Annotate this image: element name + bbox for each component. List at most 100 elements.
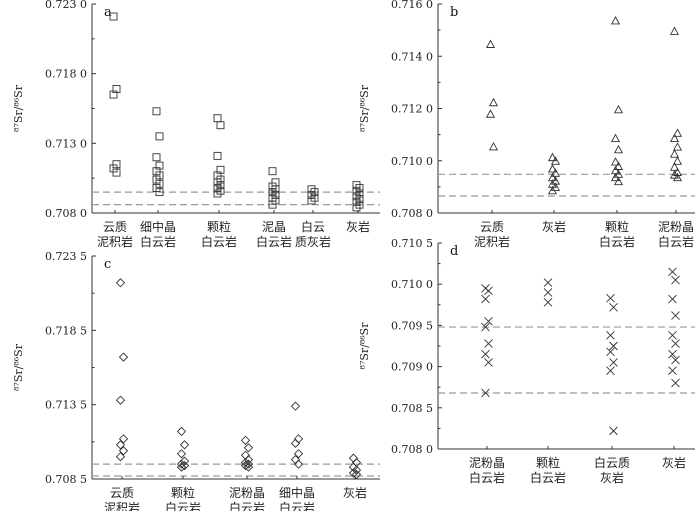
- data-point: [293, 434, 304, 444]
- data-point: [293, 449, 304, 459]
- data-point: [550, 182, 561, 191]
- category-label: 白云质: [594, 455, 630, 470]
- category-label: 颗粒: [536, 455, 560, 470]
- panel-letter: d: [450, 244, 458, 259]
- y-tick-label: 0.709 5: [391, 319, 433, 332]
- panel-letter: a: [104, 5, 112, 20]
- data-point: [213, 178, 222, 187]
- data-point: [606, 347, 615, 357]
- data-point: [109, 90, 118, 99]
- data-point: [355, 183, 364, 192]
- data-point: [152, 153, 161, 162]
- y-tick-label: 0.708 5: [391, 402, 433, 415]
- data-point: [672, 142, 683, 151]
- y-tick-label: 0.708 0: [45, 207, 87, 220]
- data-point: [155, 161, 164, 170]
- data-point: [669, 170, 680, 179]
- data-point: [671, 311, 680, 320]
- data-point: [293, 459, 304, 469]
- data-point: [488, 97, 499, 107]
- data-point: [216, 181, 225, 190]
- data-point: [669, 133, 680, 142]
- data-point: [213, 114, 222, 123]
- data-point: [668, 330, 677, 340]
- y-tick-label: 0.713 0: [45, 137, 87, 150]
- data-point: [606, 330, 615, 340]
- data-point: [268, 200, 277, 209]
- category-label: 白云: [301, 219, 325, 234]
- data-point: [609, 358, 618, 367]
- category-label: 云质: [110, 486, 134, 500]
- y-tick-label: 0.716 0: [391, 0, 433, 11]
- data-point: [243, 443, 254, 453]
- data-point: [547, 164, 558, 173]
- data-point: [352, 197, 361, 206]
- data-point: [115, 440, 126, 450]
- data-point: [610, 172, 621, 182]
- data-point: [671, 275, 680, 285]
- data-point: [355, 200, 364, 209]
- category-label: 灰岩: [600, 470, 624, 485]
- category-label: 泥积岩: [474, 234, 510, 249]
- data-point: [671, 378, 680, 388]
- data-point: [115, 278, 126, 288]
- category-label: 白云岩: [165, 500, 201, 511]
- y-tick-label: 0.710 0: [391, 155, 433, 168]
- data-point: [613, 176, 624, 186]
- data-point: [290, 438, 301, 448]
- data-point: [543, 298, 553, 307]
- category-label: 云质: [480, 220, 504, 234]
- category-label: 泥粉晶: [469, 456, 505, 470]
- data-point: [271, 178, 280, 187]
- data-point: [352, 186, 361, 195]
- data-point: [115, 395, 126, 405]
- data-point: [243, 459, 254, 469]
- data-point: [609, 341, 618, 351]
- data-point: [216, 175, 225, 184]
- data-point: [481, 294, 490, 304]
- data-point: [550, 156, 561, 165]
- data-point: [176, 459, 187, 469]
- y-tick-label: 0.723 5: [45, 250, 87, 263]
- data-point: [213, 183, 222, 192]
- category-label: 白云岩: [256, 234, 292, 249]
- category-label: 白云岩: [279, 500, 315, 511]
- data-point: [176, 426, 187, 437]
- data-point: [310, 193, 319, 202]
- category-label: 灰岩: [662, 455, 686, 470]
- category-label: 灰岩: [346, 219, 370, 234]
- data-point: [484, 339, 493, 348]
- category-label: 白云岩: [599, 234, 635, 249]
- data-point: [216, 121, 225, 130]
- data-point: [671, 355, 680, 365]
- data-point: [609, 426, 618, 436]
- data-point: [671, 339, 680, 348]
- data-point: [268, 182, 277, 191]
- y-tick-label: 0.710 0: [391, 278, 433, 291]
- data-point: [307, 185, 316, 194]
- category-label: 白云岩: [658, 234, 694, 249]
- data-point: [355, 195, 364, 204]
- data-point: [668, 366, 677, 376]
- data-point: [290, 455, 301, 465]
- category-label: 白云岩: [140, 234, 176, 249]
- data-point: [669, 149, 680, 158]
- category-label: 泥积岩: [104, 500, 140, 511]
- data-point: [352, 181, 361, 190]
- data-point: [112, 168, 121, 177]
- data-point: [118, 434, 129, 444]
- y-tick-label: 0.710 5: [391, 237, 433, 250]
- data-point: [216, 165, 225, 174]
- data-point: [610, 133, 621, 142]
- y-axis-label: ⁸⁷Sr/⁸⁶Sr: [358, 84, 371, 132]
- data-point: [547, 152, 558, 162]
- data-point: [668, 294, 677, 304]
- data-point: [547, 185, 558, 195]
- data-point: [118, 352, 129, 362]
- data-point: [485, 39, 496, 48]
- data-point: [672, 167, 683, 176]
- data-point: [348, 453, 359, 463]
- data-point: [243, 462, 254, 472]
- data-point: [152, 167, 161, 176]
